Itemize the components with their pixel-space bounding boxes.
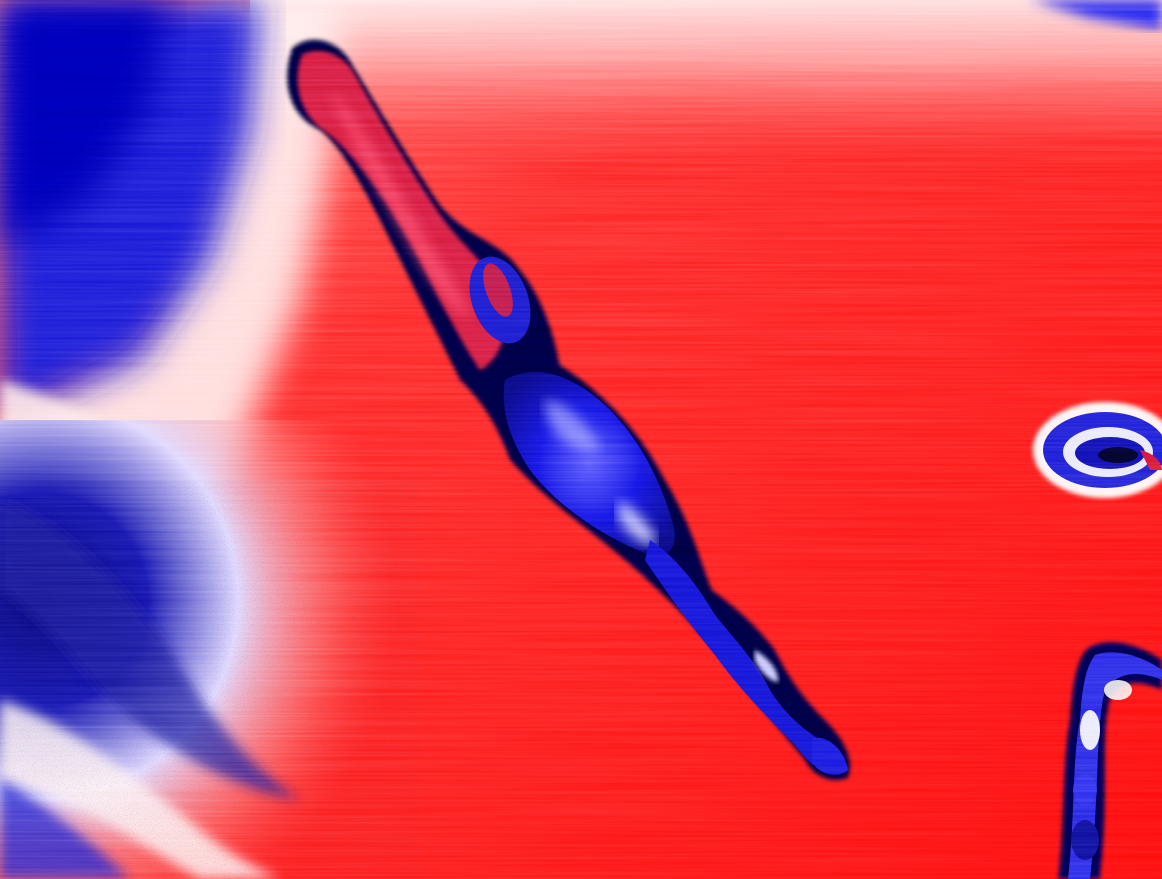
grain-texture	[0, 480, 420, 879]
